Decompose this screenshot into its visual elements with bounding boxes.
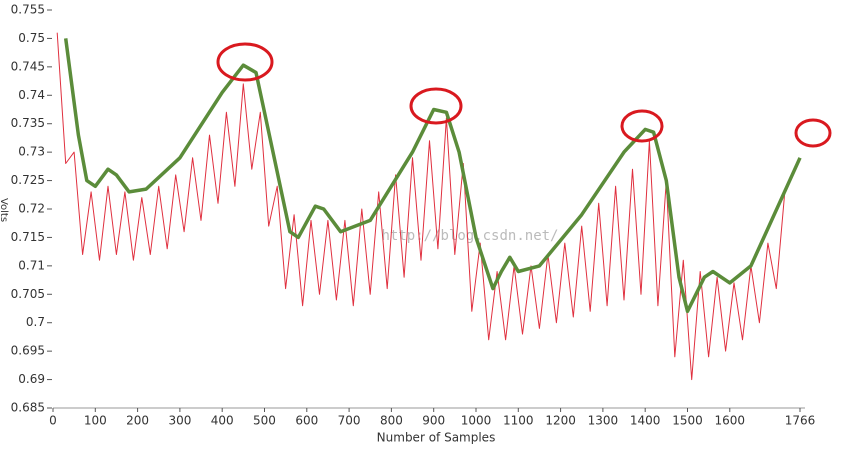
x-tick-label: 1100 bbox=[503, 414, 534, 428]
x-tick-label: 1300 bbox=[588, 414, 619, 428]
x-tick-label: 400 bbox=[211, 414, 234, 428]
y-tick-label: 0.735 bbox=[11, 116, 45, 130]
highlight-circles bbox=[216, 42, 832, 148]
x-tick-label: 300 bbox=[168, 414, 191, 428]
y-tick-label: 0.69 bbox=[18, 372, 45, 386]
highlight-circle bbox=[794, 118, 832, 148]
watermark: http://blog.csdn.net/ bbox=[381, 228, 558, 244]
x-tick-label: 1200 bbox=[545, 414, 576, 428]
series-line bbox=[63, 38, 802, 314]
y-tick-label: 0.725 bbox=[11, 173, 45, 187]
highlight-circle bbox=[620, 109, 664, 143]
y-tick-label: 0.705 bbox=[11, 287, 45, 301]
x-tick-label: 1600 bbox=[715, 414, 746, 428]
highlight-circle bbox=[409, 87, 463, 125]
x-tick-label: 1000 bbox=[461, 414, 492, 428]
x-tick-label: 500 bbox=[253, 414, 276, 428]
y-tick-label: 0.72 bbox=[18, 202, 45, 216]
highlight-circle bbox=[216, 42, 274, 82]
y-tick-label: 0.71 bbox=[18, 258, 45, 272]
x-tick-label: 800 bbox=[380, 414, 403, 428]
x-tick-label: 700 bbox=[338, 414, 361, 428]
y-tick-label: 0.74 bbox=[18, 88, 45, 102]
y-tick-label: 0.7 bbox=[26, 315, 45, 329]
y-axis-label: Volts bbox=[0, 198, 9, 222]
y-tick-label: 0.745 bbox=[11, 59, 45, 73]
x-tick-label: 200 bbox=[126, 414, 149, 428]
y-tick-label: 0.685 bbox=[11, 401, 45, 415]
series-line bbox=[56, 32, 786, 381]
y-tick-label: 0.73 bbox=[18, 145, 45, 159]
y-tick-label: 0.715 bbox=[11, 230, 45, 244]
x-tick-label: 0 bbox=[49, 414, 57, 428]
y-tick-label: 0.75 bbox=[18, 31, 45, 45]
x-axis-label: Number of Samples bbox=[377, 431, 496, 445]
y-tick-label: 0.695 bbox=[11, 344, 45, 358]
x-tick-label: 100 bbox=[84, 414, 107, 428]
x-tick-label: 1500 bbox=[672, 414, 703, 428]
x-tick-label: 1766 bbox=[785, 414, 816, 428]
x-tick-label: 600 bbox=[295, 414, 318, 428]
x-tick-label: 1400 bbox=[630, 414, 661, 428]
x-tick-label: 900 bbox=[422, 414, 445, 428]
y-tick-label: 0.755 bbox=[11, 3, 45, 17]
